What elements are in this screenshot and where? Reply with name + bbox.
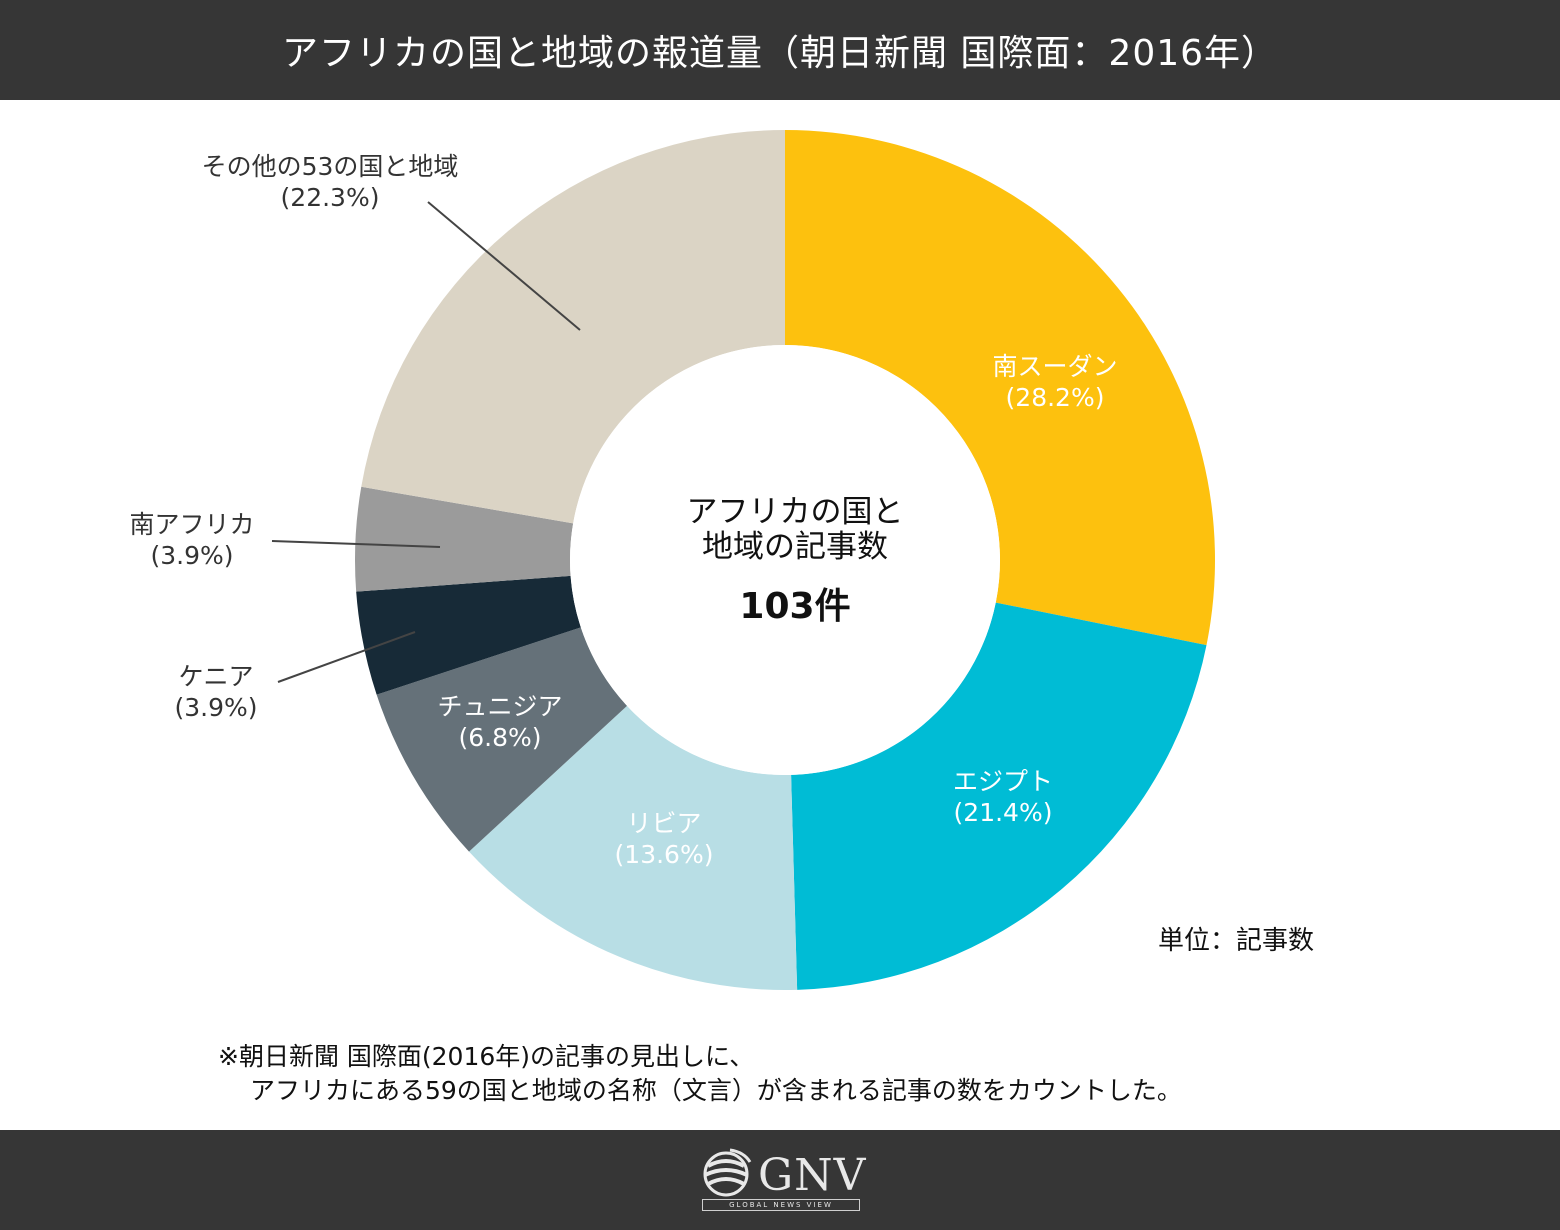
center-total: 103件 bbox=[739, 586, 850, 627]
slice-4 bbox=[356, 575, 581, 695]
globe-icon bbox=[703, 1148, 752, 1197]
slice-value-label-4: (3.9%) bbox=[174, 693, 257, 722]
logo-subtext: GLOBAL NEWS VIEW bbox=[702, 1199, 860, 1211]
leader-line-4 bbox=[277, 631, 416, 683]
slice-3 bbox=[376, 627, 628, 852]
chart-title: アフリカの国と地域の報道量（朝日新聞 国際面：2016年） bbox=[0, 0, 1560, 100]
slice-0 bbox=[785, 130, 1215, 646]
slice-label-6: その他の53の国と地域 bbox=[202, 152, 459, 181]
slice-5 bbox=[355, 486, 574, 592]
slice-value-label-0: (28.2%) bbox=[1006, 383, 1105, 412]
slice-label-2: リビア bbox=[626, 809, 701, 838]
center-label-line2: 地域の記事数 bbox=[702, 529, 888, 565]
slice-value-label-3: (6.8%) bbox=[458, 723, 541, 752]
slice-value-label-5: (3.9%) bbox=[150, 541, 233, 570]
footnote: ※朝日新聞 国際面(2016年)の記事の見出しに、 アフリカにある59の国と地域… bbox=[218, 1040, 1182, 1108]
slice-2 bbox=[469, 705, 798, 990]
slice-value-label-1: (21.4%) bbox=[954, 798, 1053, 827]
leader-lines bbox=[271, 201, 581, 683]
logo-text: GNV bbox=[758, 1150, 867, 1201]
leader-line-5 bbox=[271, 540, 441, 548]
slice-labels: 南スーダン(28.2%) エジプト(21.4%) リビア(13.6%) チュニジア(6… bbox=[129, 152, 1117, 869]
slice-value-label-2: (13.6%) bbox=[615, 840, 714, 869]
donut-chart: 南スーダン(28.2%) エジプト(21.4%) リビア(13.6%) チュニジア(6… bbox=[129, 130, 1215, 990]
donut-slices bbox=[355, 130, 1215, 990]
center-label-line1: アフリカの国と bbox=[687, 494, 904, 530]
footnote-line2: アフリカにある59の国と地域の名称（文言）が含まれる記事の数をカウントした。 bbox=[250, 1076, 1182, 1105]
footer-bar: GNV GLOBAL NEWS VIEW bbox=[0, 1130, 1560, 1230]
slice-label-4: ケニア bbox=[178, 662, 253, 691]
slice-1 bbox=[791, 602, 1207, 990]
leader-line-6 bbox=[427, 201, 581, 331]
slice-label-5: 南アフリカ bbox=[129, 510, 254, 539]
slice-label-1: エジプト bbox=[953, 767, 1053, 796]
slice-value-label-6: (22.3%) bbox=[281, 183, 380, 212]
footnote-line1: ※朝日新聞 国際面(2016年)の記事の見出しに、 bbox=[218, 1042, 755, 1071]
unit-label: 単位：記事数 bbox=[1158, 926, 1315, 956]
slice-label-0: 南スーダン bbox=[992, 352, 1117, 381]
slice-6 bbox=[361, 130, 785, 524]
donut-hole bbox=[570, 345, 1000, 775]
gnv-logo: GNV GLOBAL NEWS VIEW bbox=[700, 1148, 865, 1212]
slice-label-3: チュニジア bbox=[437, 692, 562, 721]
